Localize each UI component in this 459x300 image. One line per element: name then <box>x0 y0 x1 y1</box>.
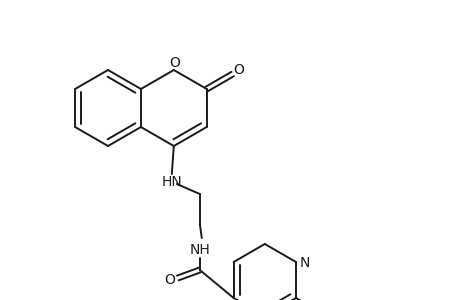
Text: O: O <box>233 64 244 77</box>
Text: N: N <box>299 256 309 270</box>
Text: NH: NH <box>189 243 210 257</box>
Text: HN: HN <box>161 175 182 189</box>
Text: O: O <box>169 56 180 70</box>
Text: O: O <box>164 273 175 287</box>
